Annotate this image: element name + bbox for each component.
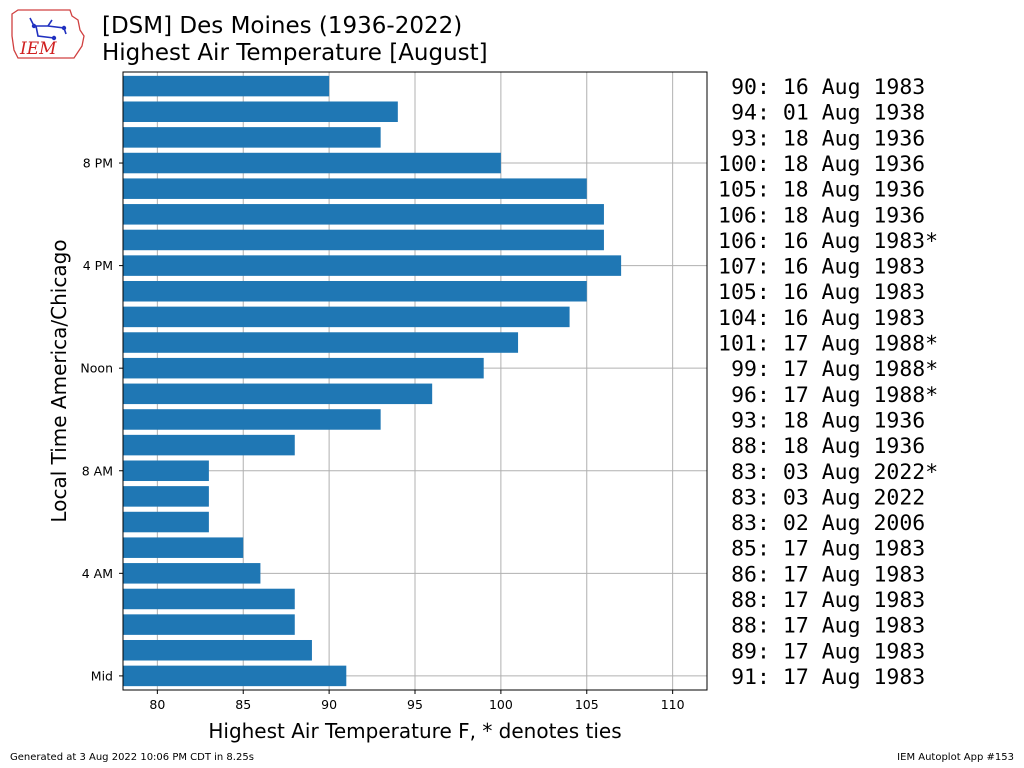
bar-hour-14 <box>123 306 570 328</box>
bar-hour-1 <box>123 639 312 661</box>
annotation-hour-18: 106: 18 Aug 1936 <box>718 203 925 228</box>
bar-hour-5 <box>123 537 244 558</box>
annotation-hour-23: 90: 16 Aug 1983 <box>731 75 925 100</box>
annotation-hour-11: 96: 17 Aug 1988* <box>731 383 938 408</box>
y-tick-label: 8 PM <box>83 156 113 171</box>
bar-hour-17 <box>123 229 604 251</box>
annotation-hour-12: 99: 17 Aug 1988* <box>731 357 938 382</box>
annotation-hour-4: 86: 17 Aug 1983 <box>731 562 925 587</box>
annotation-hour-22: 94: 01 Aug 1938 <box>731 101 925 126</box>
chart-title: [DSM] Des Moines (1936-2022) <box>102 13 463 39</box>
annotation-hour-17: 106: 16 Aug 1983* <box>718 229 938 254</box>
annotation-hour-21: 93: 18 Aug 1936 <box>731 126 925 151</box>
x-tick-label: 80 <box>149 697 165 712</box>
iem-logo: IEM <box>11 9 85 59</box>
annotation-hour-8: 83: 03 Aug 2022* <box>731 460 938 485</box>
annotation-hour-16: 107: 16 Aug 1983 <box>718 255 925 280</box>
annotation-hour-6: 83: 02 Aug 2006 <box>731 511 925 536</box>
bar-hour-23 <box>123 75 330 97</box>
x-tick-label: 90 <box>321 697 337 712</box>
annotation-hour-0: 91: 17 Aug 1983 <box>731 665 925 690</box>
x-tick-label: 95 <box>407 697 423 712</box>
annotation-hour-2: 88: 17 Aug 1983 <box>731 614 925 639</box>
y-tick-label: 4 PM <box>83 258 113 273</box>
annotation-hour-5: 85: 17 Aug 1983 <box>731 537 925 562</box>
annotation-hour-15: 105: 16 Aug 1983 <box>718 280 925 305</box>
bar-hour-19 <box>123 178 587 199</box>
x-tick-label: 110 <box>661 697 685 712</box>
annotation-hour-19: 105: 18 Aug 1936 <box>718 178 925 203</box>
annotation-hour-13: 101: 17 Aug 1988* <box>718 332 938 357</box>
annotation-hour-14: 104: 16 Aug 1983 <box>718 306 925 331</box>
bar-hour-9 <box>123 434 295 456</box>
y-axis-label: Local Time America/Chicago <box>47 239 71 522</box>
chart-subtitle: Highest Air Temperature [August] <box>102 40 488 66</box>
bar-hour-4 <box>123 563 261 584</box>
x-axis-ticks: 80 85 90 95 100 105 110 <box>149 690 685 712</box>
bars <box>123 75 622 687</box>
bar-hour-20 <box>123 152 501 174</box>
annotation-hour-1: 89: 17 Aug 1983 <box>731 639 925 664</box>
x-axis-label: Highest Air Temperature F, * denotes tie… <box>208 719 621 743</box>
bar-hour-16 <box>123 255 622 276</box>
bar-hour-6 <box>123 511 209 533</box>
bar-hour-11 <box>123 383 433 405</box>
bar-hour-7 <box>123 486 209 507</box>
annotation-hour-20: 100: 18 Aug 1936 <box>718 152 925 177</box>
app-credit: IEM Autoplot App #153 <box>897 752 1014 763</box>
annotation-hour-10: 93: 18 Aug 1936 <box>731 408 925 433</box>
logo-text: IEM <box>19 39 57 59</box>
y-tick-label: Noon <box>80 361 113 376</box>
y-axis-ticks: Mid 4 AM 8 AM Noon 4 PM 8 PM <box>80 156 123 683</box>
annotation-hour-7: 83: 03 Aug 2022 <box>731 485 925 510</box>
generated-note: Generated at 3 Aug 2022 10:06 PM CDT in … <box>10 752 254 763</box>
bar-hour-0 <box>123 665 347 687</box>
annotation-hour-3: 88: 17 Aug 1983 <box>731 588 925 613</box>
bar-hour-15 <box>123 280 587 302</box>
bar-hour-12 <box>123 357 484 379</box>
y-tick-label: Mid <box>91 668 113 683</box>
bar-hour-10 <box>123 409 381 430</box>
y-tick-label: 8 AM <box>82 463 113 478</box>
annotation-hour-9: 88: 18 Aug 1936 <box>731 434 925 459</box>
x-tick-label: 105 <box>575 697 599 712</box>
bar-hour-8 <box>123 460 209 482</box>
y-tick-label: 4 AM <box>82 566 113 581</box>
x-tick-label: 85 <box>235 697 251 712</box>
bar-hour-13 <box>123 332 519 353</box>
x-tick-label: 100 <box>489 697 513 712</box>
bar-hour-2 <box>123 614 295 635</box>
bar-hour-3 <box>123 588 295 610</box>
bar-hour-18 <box>123 204 604 225</box>
bar-hour-22 <box>123 101 398 123</box>
bar-hour-21 <box>123 127 381 148</box>
